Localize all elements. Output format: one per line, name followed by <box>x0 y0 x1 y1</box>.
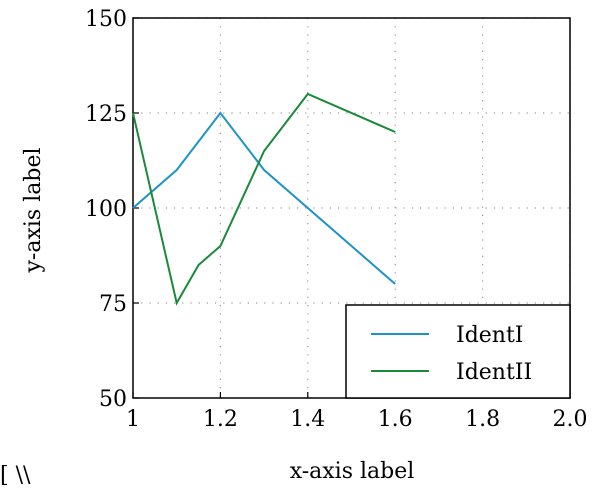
stray-text: [ \\ <box>0 463 31 488</box>
y-tick-label: 75 <box>99 292 127 317</box>
y-axis-label: y-axis label <box>21 148 46 274</box>
x-axis-label: x-axis label <box>290 459 415 484</box>
y-tick-label: 150 <box>85 7 127 32</box>
legend-label: IdentI <box>456 323 524 348</box>
x-tick-label: 1 <box>126 407 140 432</box>
legend-label: IdentII <box>456 360 532 385</box>
series-line-1 <box>132 111 396 285</box>
series-lines <box>132 92 396 306</box>
y-tick-label: 100 <box>85 197 127 222</box>
x-tick-label: 1.8 <box>465 407 500 432</box>
x-tick-label: 1.6 <box>378 407 413 432</box>
legend-box <box>345 304 571 399</box>
x-tick-label: 2.0 <box>553 407 588 432</box>
series-line-2 <box>132 92 396 306</box>
axis-ticks: 1 1.2 1.4 1.6 1.8 2.0 50 75 100 125 150 <box>85 7 588 432</box>
legend: IdentI IdentII <box>345 304 571 399</box>
x-tick-label: 1.4 <box>290 407 325 432</box>
y-tick-label: 50 <box>99 387 127 412</box>
x-tick-label: 1.2 <box>203 407 238 432</box>
y-tick-label: 125 <box>85 102 127 127</box>
